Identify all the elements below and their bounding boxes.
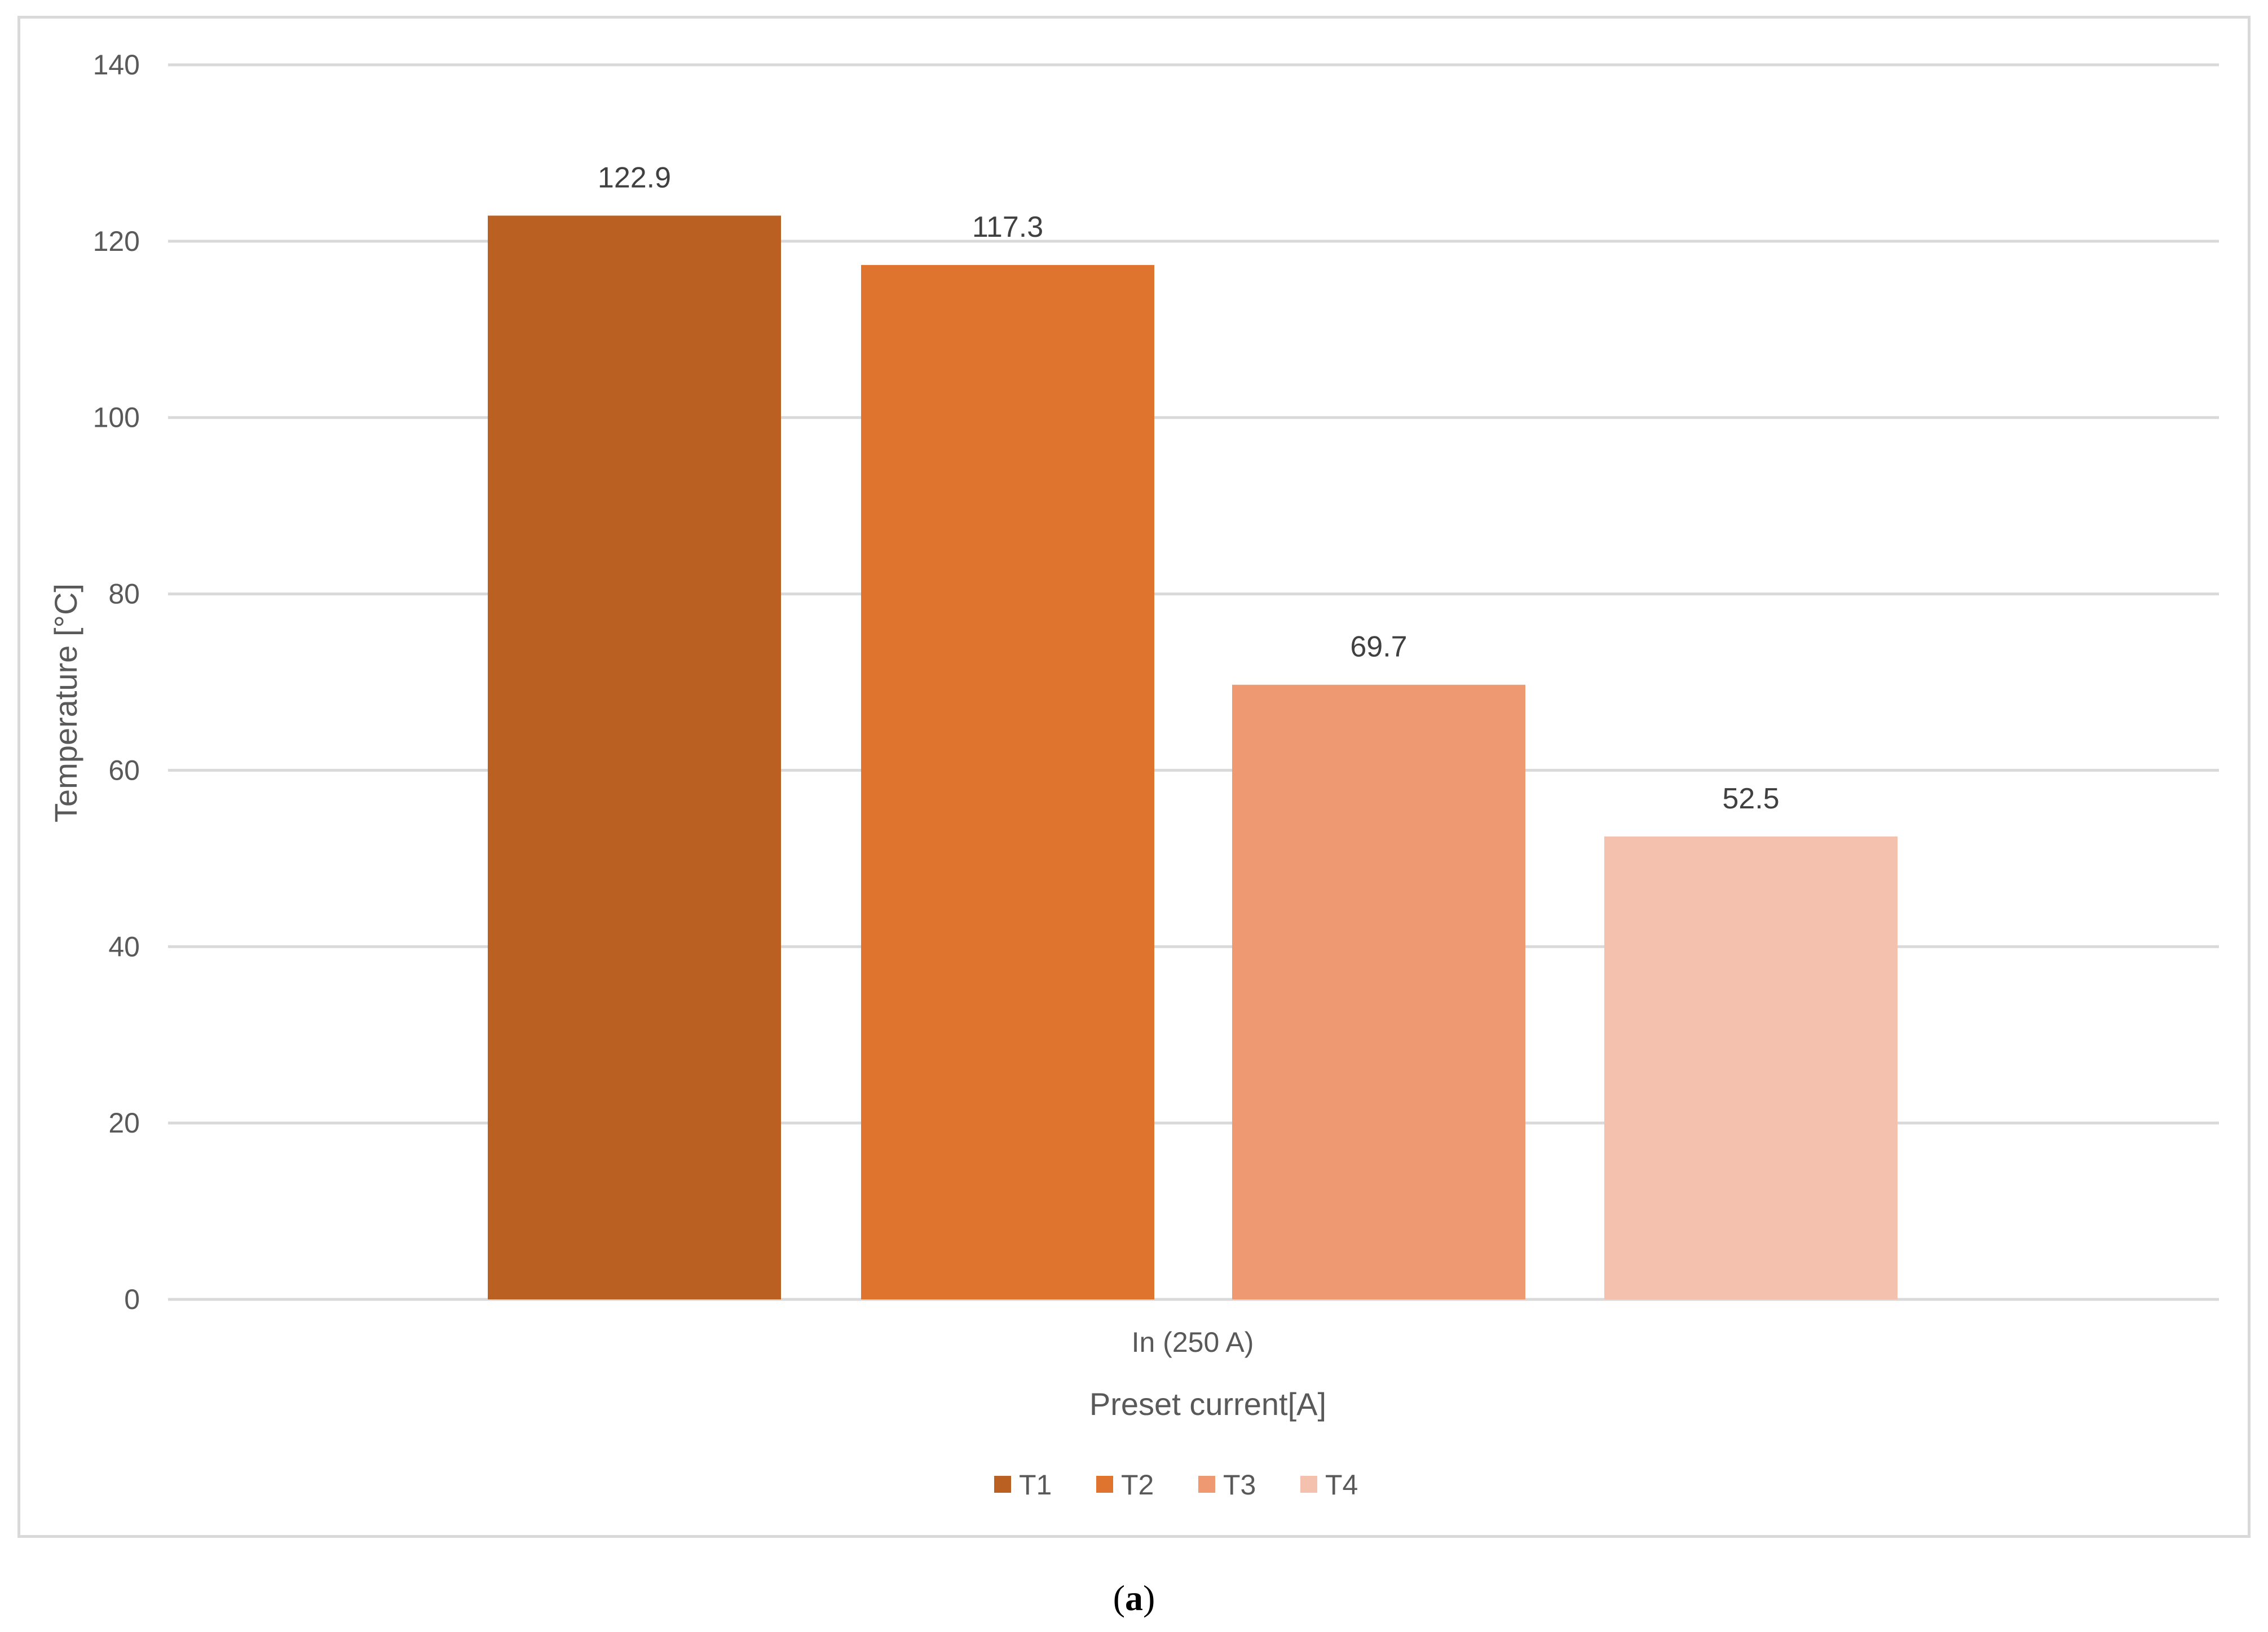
y-tick-label: 20 — [108, 1107, 140, 1139]
data-labels: 122.9 117.3 69.7 52.5 — [598, 161, 1780, 815]
x-axis-ticks: In (250 A) — [1132, 1326, 1254, 1358]
legend: T1 T2 T3 T4 — [994, 1469, 1358, 1501]
data-label-t4: 52.5 — [1722, 782, 1779, 815]
caption-close: ) — [1143, 1578, 1155, 1618]
legend-label-t3: T3 — [1223, 1469, 1256, 1501]
bar-t2 — [861, 265, 1154, 1299]
caption-letter: a — [1125, 1578, 1143, 1618]
y-axis-title: Temperature [°C] — [48, 583, 83, 822]
data-label-t3: 69.7 — [1350, 631, 1407, 664]
data-label-t1: 122.9 — [598, 161, 671, 194]
figure-caption: (a) — [1113, 1578, 1155, 1618]
bar-t4 — [1604, 836, 1898, 1299]
data-label-t2: 117.3 — [972, 211, 1043, 244]
legend-swatch-t2 — [1096, 1476, 1113, 1493]
legend-label-t1: T1 — [1019, 1469, 1052, 1501]
y-tick-label: 0 — [124, 1284, 140, 1315]
y-tick-label: 60 — [108, 754, 140, 786]
x-tick-label: In (250 A) — [1132, 1326, 1254, 1358]
legend-label-t2: T2 — [1121, 1469, 1154, 1501]
y-tick-label: 120 — [93, 225, 140, 257]
legend-swatch-t3 — [1198, 1476, 1215, 1493]
legend-swatch-t1 — [994, 1476, 1011, 1493]
y-tick-label: 140 — [93, 49, 140, 81]
caption-open: ( — [1113, 1578, 1125, 1618]
bars — [488, 215, 1898, 1299]
x-axis-title: Preset current[A] — [1089, 1386, 1326, 1422]
gridlines — [168, 63, 2219, 1301]
y-tick-label: 100 — [93, 402, 140, 434]
legend-swatch-t4 — [1300, 1476, 1317, 1493]
legend-label-t4: T4 — [1325, 1469, 1358, 1501]
y-axis-ticks: 0 20 40 60 80 100 120 140 — [93, 49, 140, 1315]
y-tick-label: 40 — [108, 931, 140, 962]
y-tick-label: 80 — [108, 578, 140, 610]
bar-t3 — [1232, 684, 1525, 1299]
bar-t1 — [488, 215, 781, 1299]
